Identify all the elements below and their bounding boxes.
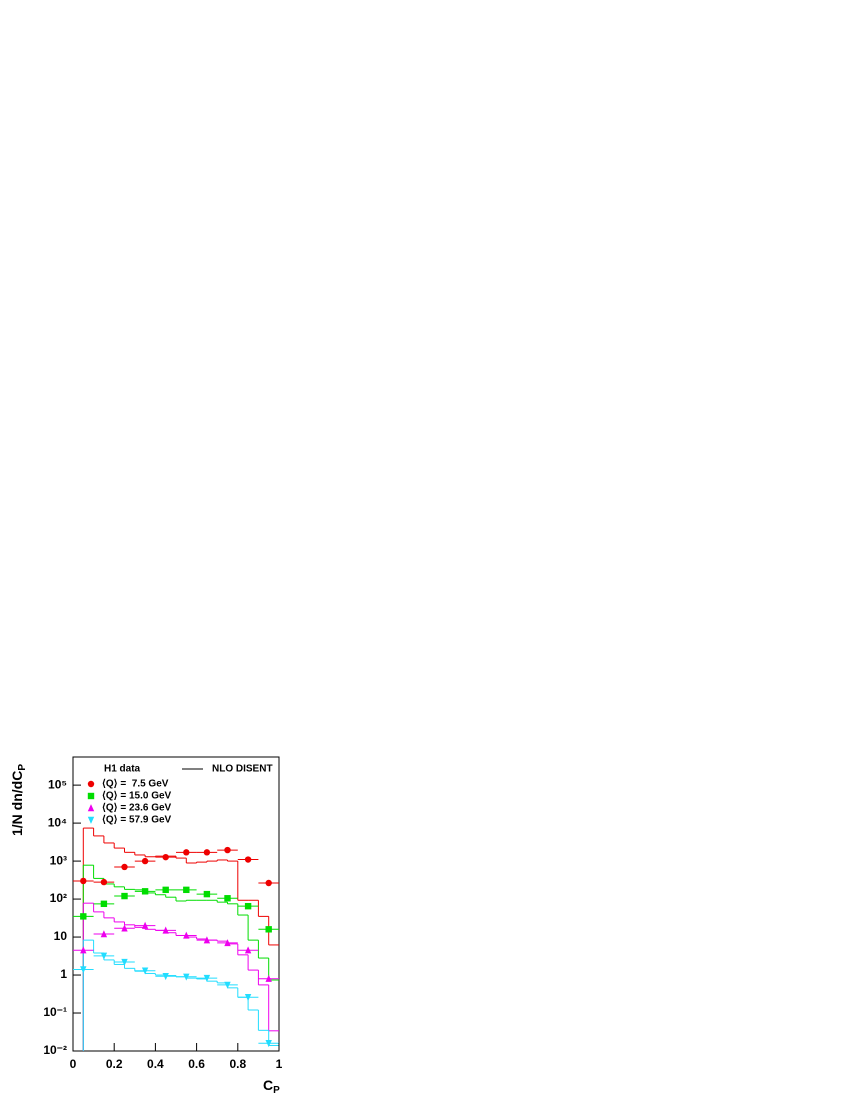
data-point	[265, 1040, 272, 1048]
data-point	[224, 939, 231, 947]
legend-marker	[87, 804, 95, 812]
data-point	[183, 973, 190, 981]
data-point	[162, 886, 169, 894]
x-tick-label: 0	[70, 1057, 77, 1071]
data-point	[162, 973, 169, 981]
data-point	[183, 886, 190, 894]
legend-marker	[87, 792, 95, 800]
data-point	[100, 930, 108, 938]
y-tick-label: 10³	[50, 853, 67, 867]
x-tick-label: 1	[276, 1057, 283, 1071]
y-tick-label: 10⁻²	[43, 1043, 67, 1057]
y-tick-label: 1	[60, 967, 67, 981]
data-point	[265, 974, 272, 982]
plot-frame	[72, 756, 280, 1052]
y-tick-label: 10⁴	[48, 815, 67, 829]
plot-area	[73, 827, 279, 1051]
data-point	[100, 900, 108, 908]
data-point	[244, 946, 252, 954]
x-tick-label: 0.6	[188, 1057, 205, 1071]
data-point	[244, 856, 252, 863]
data-point	[183, 849, 190, 856]
data-point	[265, 926, 272, 933]
y-label-sub: P	[17, 764, 28, 771]
y-label-main: 1/N dn/dC	[9, 771, 25, 836]
data-point	[265, 879, 272, 887]
legend-model: NLO DISENT	[212, 764, 273, 775]
data-point	[141, 857, 149, 865]
data-point	[203, 890, 211, 898]
data-point	[121, 958, 128, 966]
data-point	[121, 924, 128, 932]
data-point	[203, 849, 211, 856]
data-point	[162, 926, 169, 934]
x-label-main: C	[263, 1077, 273, 1093]
data-point	[100, 878, 108, 886]
data-point	[224, 895, 231, 902]
x-label-sub: P	[273, 1085, 280, 1096]
y-tick-label: 10⁵	[48, 777, 67, 791]
legend-title: H1 data	[104, 764, 141, 775]
legend-marker	[87, 816, 95, 824]
legend-label: ⟨Q⟩ = 7.5 GeV	[102, 779, 169, 790]
data-point	[80, 913, 87, 920]
data-point	[80, 877, 87, 885]
x-tick-label: 0.8	[229, 1057, 246, 1071]
data-point	[121, 863, 128, 871]
data-point	[80, 966, 87, 974]
x-tick-label: 0.2	[106, 1057, 123, 1071]
data-point	[121, 892, 128, 900]
data-point	[244, 902, 252, 910]
data-point	[80, 946, 87, 954]
y-tick-label: 10⁻¹	[43, 1005, 67, 1019]
data-point	[203, 974, 211, 982]
y-tick-label: 10	[54, 929, 68, 943]
y-axis-label: 1/N dn/dCP	[9, 764, 28, 836]
data-point	[141, 967, 149, 975]
data-point	[100, 952, 108, 960]
data-point	[244, 994, 252, 1002]
legend-marker	[87, 780, 95, 788]
data-point	[162, 853, 169, 861]
x-axis-label: CP	[263, 1077, 280, 1096]
data-point	[141, 888, 149, 895]
data-point	[203, 936, 211, 944]
data-point	[224, 846, 231, 854]
data-point	[183, 931, 190, 939]
x-tick-label: 0.4	[147, 1057, 164, 1071]
legend-label: ⟨Q⟩ = 57.9 GeV	[102, 815, 172, 826]
legend-label: ⟨Q⟩ = 23.6 GeV	[102, 803, 172, 814]
data-point	[224, 981, 231, 989]
data-point	[141, 921, 149, 929]
legend-label: ⟨Q⟩ = 15.0 GeV	[102, 791, 172, 802]
y-tick-label: 10²	[50, 891, 67, 905]
